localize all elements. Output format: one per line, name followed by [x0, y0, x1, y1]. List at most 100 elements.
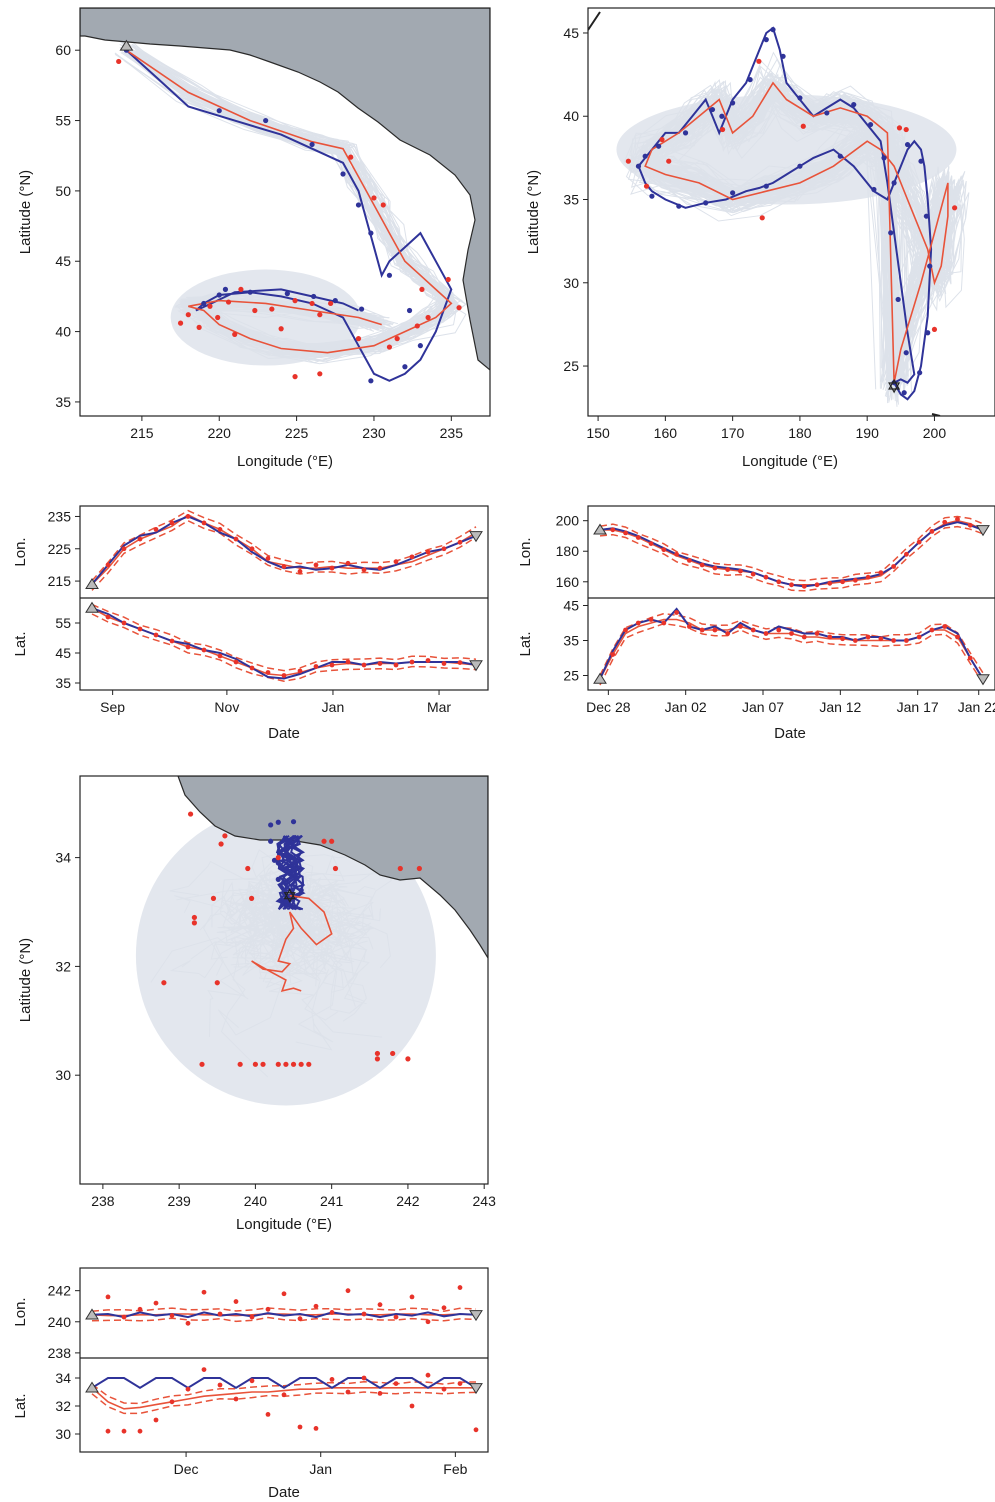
a-map-red-point: [252, 307, 258, 314]
a-map-blue-point: [355, 202, 362, 208]
b-time-red-point: [610, 652, 616, 657]
a-time-ytick-label: 215: [48, 573, 72, 589]
ensemble-track: [296, 904, 375, 944]
a-time-red-point: [281, 564, 287, 569]
a-time-ytick-label: 235: [48, 508, 72, 524]
lat-label-a: Lat.: [12, 631, 29, 656]
b-map-xtick-label: 200: [923, 425, 947, 441]
c-time-red-point: [441, 1305, 447, 1311]
b-time-lower-bound: [599, 525, 984, 592]
a-time-red-point: [361, 662, 367, 668]
b-map-blue-point: [719, 113, 725, 119]
c-time-red-point: [201, 1289, 207, 1295]
a-time-red-point: [361, 567, 367, 573]
a-map-red-point: [419, 286, 425, 292]
c-time-red-point: [185, 1386, 191, 1392]
c-time-red-point: [153, 1300, 159, 1306]
c-time-red-point: [457, 1285, 463, 1290]
b-time-red-point: [852, 577, 858, 583]
a-time-red-point: [169, 520, 175, 526]
b-time-red-point: [878, 570, 884, 576]
c-time-red-point: [281, 1291, 287, 1297]
lat-label-b: Lat.: [517, 631, 534, 656]
c-map-red-track: [251, 894, 333, 993]
c-map-xtick-label: 243: [473, 1193, 497, 1209]
a-map-red-point: [232, 331, 238, 337]
c-time-red-point: [281, 1392, 287, 1398]
b-map-xtick-label: 160: [654, 425, 678, 441]
a-time-ytick-label: 45: [55, 645, 71, 661]
y-axis-label-c: Latitude (°N): [17, 938, 34, 1022]
a-map-blue-point: [216, 292, 222, 298]
b-map-blue-point: [682, 130, 689, 136]
b-map-blue-point: [851, 101, 857, 108]
b-map-red-point: [643, 183, 650, 189]
ensemble-track: [126, 49, 457, 353]
b-time-red-point: [929, 627, 935, 633]
ensemble-track: [128, 49, 464, 358]
b-time-red-point: [789, 582, 794, 588]
a-map-blue-point: [386, 272, 393, 278]
b-time-red-point: [929, 528, 935, 534]
b-time-ytick-label: 25: [563, 668, 579, 684]
c-time-red-point: [233, 1396, 239, 1402]
a-map-blue-point: [358, 306, 365, 312]
b-time-red-point: [750, 571, 756, 577]
c-time-red-point: [377, 1302, 383, 1308]
c-time-red-point: [201, 1367, 207, 1372]
c-time-red-point: [169, 1313, 175, 1318]
b-map-red-point: [952, 205, 958, 211]
a-time-upper-bound: [91, 603, 477, 672]
a-time-red-point: [329, 565, 335, 571]
b-map-blue-track: [637, 26, 933, 401]
b-map-blue-point: [871, 186, 877, 193]
ensemble-track: [635, 81, 951, 388]
a-start-marker: [119, 39, 134, 51]
b-start-marker-b: [888, 382, 901, 394]
a-time-red-point: [233, 536, 239, 542]
date-label-a: Date: [268, 725, 300, 742]
b-time-red-point: [623, 627, 628, 633]
b-time-upper-bound: [599, 612, 984, 676]
b-time-red-point: [610, 527, 616, 533]
a-map-blue-point: [201, 300, 207, 307]
a-map-red-point: [348, 154, 354, 160]
ensemble-track: [240, 869, 284, 963]
a-map-red-track: [125, 49, 453, 354]
a-time-red-point: [313, 664, 319, 669]
c-map-xtick-label: 239: [167, 1193, 191, 1209]
a-time-red-point: [185, 644, 191, 650]
c-map-red-point: [374, 1050, 381, 1057]
b-time-red-point: [955, 516, 960, 522]
c-map-red-point: [214, 980, 220, 986]
lon-label-a: Lon.: [12, 537, 29, 566]
c-map-red-point: [248, 895, 255, 902]
b-time-red-point: [699, 627, 705, 633]
a-time-xtick-label: Jan: [322, 699, 345, 715]
c-map-blue-point: [268, 838, 274, 844]
a-time-red-point: [297, 568, 303, 574]
b-time-red-point: [686, 624, 692, 629]
b-time-red-point: [635, 535, 641, 540]
a-time-red-point: [121, 620, 127, 626]
a-map-red-point: [215, 314, 221, 321]
b-time-red-point: [686, 558, 692, 563]
b-map-blue-point: [901, 390, 907, 396]
a-time-start-marker: [85, 601, 99, 613]
a-time-red-point: [409, 659, 415, 665]
ensemble-track: [314, 861, 392, 920]
b-map-blue-point: [780, 53, 786, 59]
panel-a-map: 215 220 225 230 235 35 40 45 50 55 60 Longitude (°…: [17, 7, 491, 470]
a-map-ytick-label: 50: [55, 183, 71, 199]
a-time-ytick-label: 55: [55, 615, 71, 631]
b-time-end-marker: [976, 674, 990, 686]
a-map-xtick-label: 235: [440, 425, 464, 441]
c-time-red-point: [105, 1294, 111, 1300]
c-time-red-point: [137, 1306, 143, 1312]
b-time-xtick-label: Jan 17: [897, 699, 939, 715]
c-time-red-point: [297, 1316, 303, 1322]
b-map-blue-point: [730, 100, 736, 106]
c-map-red-point: [199, 1061, 205, 1067]
b-time-ytick-label: 180: [556, 543, 580, 559]
c-time-red-point: [105, 1428, 111, 1434]
